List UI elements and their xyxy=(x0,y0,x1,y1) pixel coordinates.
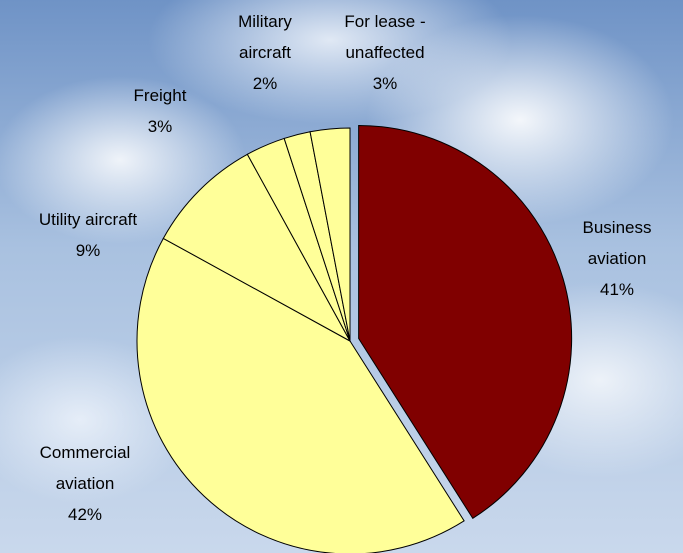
pie-slice xyxy=(162,153,352,343)
value-label: 3% xyxy=(147,117,173,136)
category-label: For lease - unaffected xyxy=(344,12,426,62)
category-label: Business aviation xyxy=(582,218,652,268)
value-label: 3% xyxy=(372,74,398,93)
value-label: 9% xyxy=(75,241,101,260)
pie-slice xyxy=(358,124,573,520)
slice-label: Utility aircraft 9% xyxy=(3,204,173,266)
category-label: Utility aircraft xyxy=(38,210,138,229)
value-label: 2% xyxy=(252,74,278,93)
category-label: Commercial aviation xyxy=(39,443,131,493)
slice-label: Freight 3% xyxy=(120,80,200,142)
slice-label: Commercial aviation 42% xyxy=(25,437,145,530)
value-label: 42% xyxy=(67,505,103,524)
slice-label: For lease - unaffected 3% xyxy=(325,6,445,99)
category-label: Military aircraft xyxy=(238,12,292,62)
value-label: 41% xyxy=(599,280,635,299)
category-label: Freight xyxy=(133,86,187,105)
slice-label: Business aviation 41% xyxy=(567,212,667,305)
pie-slice xyxy=(136,237,465,553)
pie-slice xyxy=(309,127,351,342)
slice-label: Military aircraft 2% xyxy=(229,6,301,99)
